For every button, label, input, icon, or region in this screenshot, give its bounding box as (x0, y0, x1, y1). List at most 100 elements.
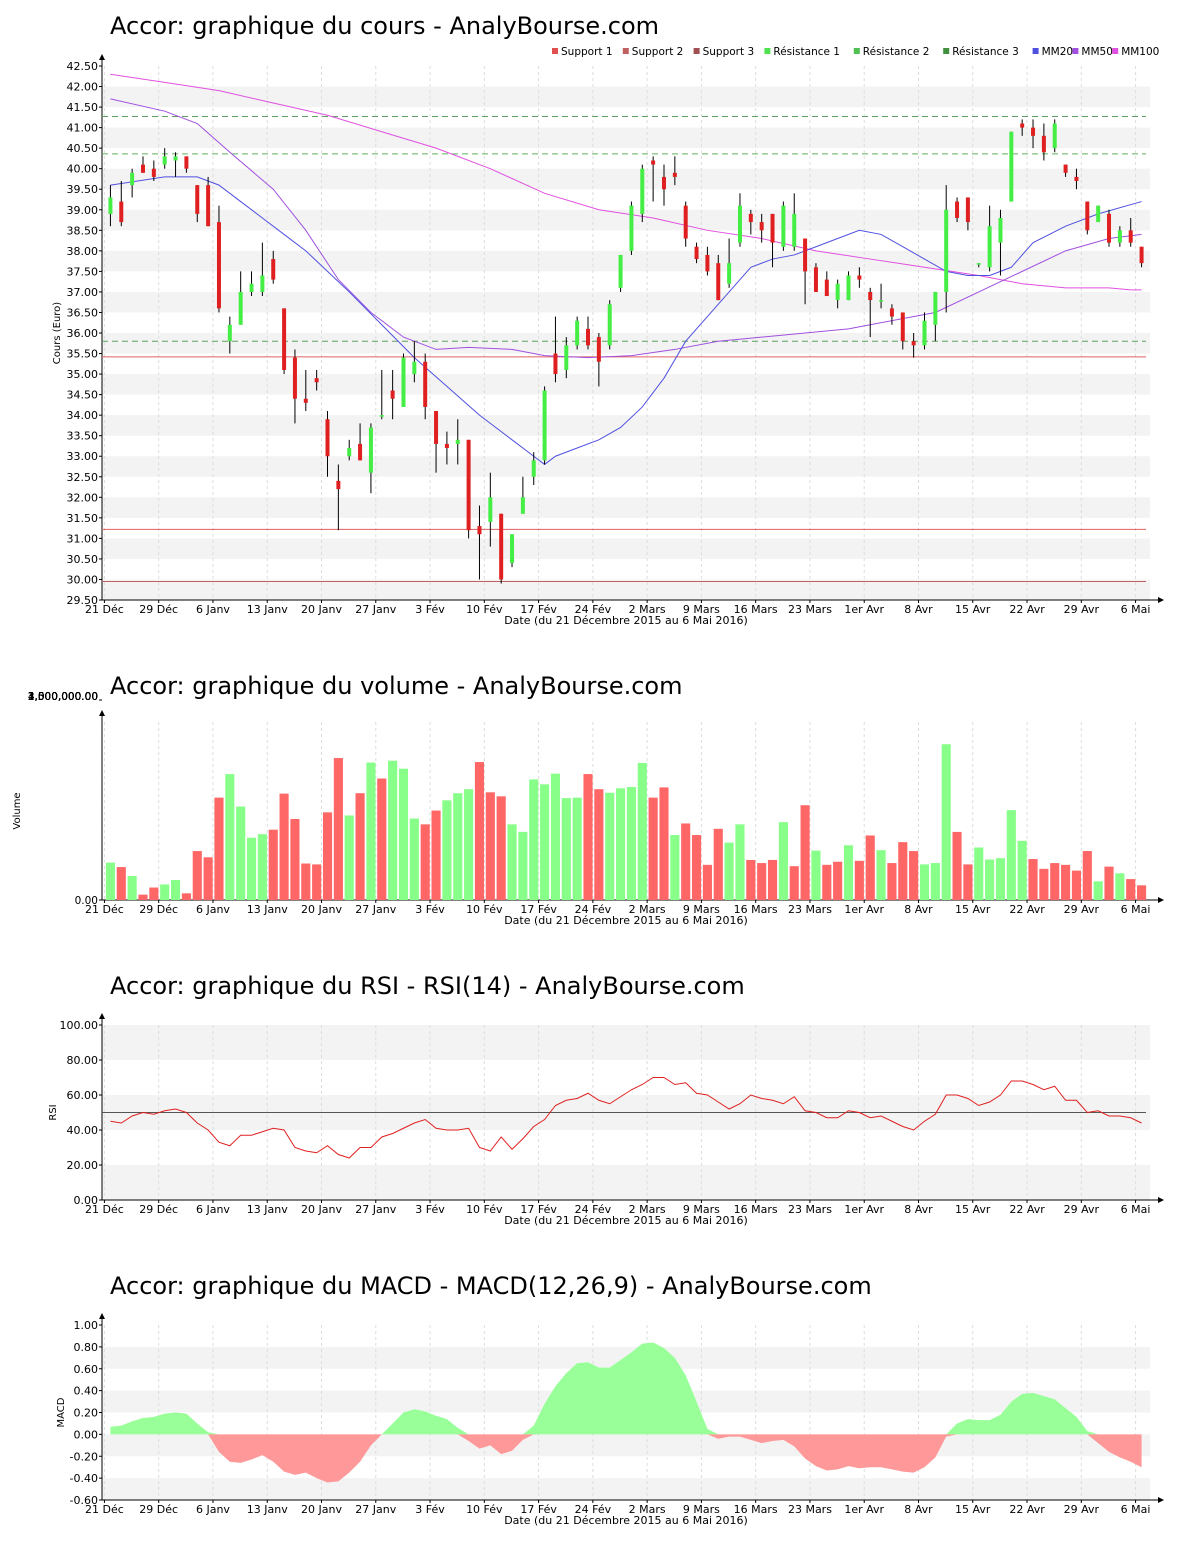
volume-bar (702, 864, 712, 900)
x-tick-label: 8 Avr (904, 1503, 933, 1516)
candle (488, 472, 493, 547)
y-tick-label: 20.00 (67, 1159, 99, 1172)
volume-bar (127, 875, 137, 900)
volume-bar (496, 796, 506, 900)
candle (1117, 226, 1122, 247)
x-tick-label: 16 Mars (734, 1203, 778, 1216)
volume-bar (865, 835, 875, 900)
candle-body (900, 312, 905, 342)
candle-body (781, 205, 786, 247)
volume-bar (659, 787, 669, 900)
candle (683, 201, 688, 247)
y-axis-arrow (99, 1013, 105, 1019)
volume-bar (236, 806, 246, 900)
candle (640, 164, 645, 223)
candle (412, 341, 417, 383)
candle-body (607, 304, 612, 346)
legend-item: Résistance 1 (764, 46, 840, 58)
x-tick-label: 17 Fév (520, 603, 557, 616)
volume-bar (507, 824, 517, 900)
legend-label: MM50 (1081, 46, 1112, 58)
candle-body (965, 197, 970, 223)
candle (1139, 246, 1144, 268)
candle (1031, 119, 1036, 149)
candle-body (401, 357, 406, 407)
candle-body (455, 439, 460, 444)
candle (271, 250, 276, 284)
x-tick-label: 27 Janv (355, 603, 396, 616)
plot-band (102, 456, 1150, 477)
volume-bar (1126, 879, 1136, 900)
volume-bar (670, 835, 680, 900)
y-axis-label: RSI (48, 1104, 59, 1120)
volume-bar (941, 744, 951, 900)
x-tick-label: 1er Avr (844, 1203, 884, 1216)
legend-swatch (1112, 48, 1119, 54)
y-tick-label: 35.00 (67, 368, 99, 381)
y-axis-arrow (99, 54, 105, 60)
x-axis-label: Date (du 21 Décembre 2015 au 6 Mai 2016) (504, 914, 748, 927)
legend-label: MM20 (1042, 46, 1073, 58)
x-tick-label: 10 Fév (466, 903, 503, 916)
candle-body (510, 534, 515, 564)
x-tick-label: 3 Fév (415, 903, 445, 916)
x-tick-label: 21 Déc (85, 603, 124, 616)
plot-band (102, 168, 1150, 190)
legend-label: MM100 (1121, 46, 1159, 58)
x-tick-label: 20 Janv (301, 1503, 342, 1516)
legend-swatch (943, 48, 950, 54)
price-panel: Accor: graphique du cours - AnalyBourse.… (0, 0, 1200, 640)
x-tick-label: 24 Fév (575, 903, 612, 916)
volume-bar (550, 773, 561, 900)
candle (510, 534, 515, 568)
candle-body (412, 361, 417, 375)
candle (303, 369, 308, 412)
candle (227, 316, 232, 354)
volume-bar (170, 879, 181, 900)
legend-swatch (764, 48, 771, 54)
plot-band (102, 497, 1150, 518)
plot-band (102, 127, 1150, 149)
candle-body (1139, 246, 1144, 264)
rsi-chart: 0.00 20.00 40.00 60.00 80.00 100.00 21 Déc 29 D… (48, 1013, 1164, 1227)
candle-body (1020, 123, 1025, 128)
x-tick-label: 13 Janv (247, 1203, 288, 1216)
volume-bar (963, 864, 973, 900)
volume-bar (757, 863, 767, 900)
candle (216, 205, 221, 313)
volume-bar (181, 893, 191, 900)
x-tick-label: 24 Fév (575, 1203, 612, 1216)
candle (694, 242, 699, 264)
x-tick-label: 27 Janv (355, 1503, 396, 1516)
volume-bar (985, 859, 995, 900)
candle-body (238, 291, 243, 325)
y-tick-label: 39.00 (67, 204, 99, 217)
x-tick-label: 29 Avr (1064, 603, 1100, 616)
x-tick-label: 10 Fév (466, 603, 503, 616)
candle (151, 160, 156, 182)
candle (444, 431, 449, 465)
candle-body (976, 263, 981, 265)
candle-body (292, 357, 297, 399)
y-tick-label: 3,500,000.00 (28, 691, 98, 703)
volume-bar (464, 789, 474, 900)
candle (1128, 217, 1133, 247)
plot-band (102, 374, 1150, 395)
volume-bar (605, 792, 615, 900)
mm100-line (110, 73, 1142, 291)
rsi-line (110, 1077, 1142, 1159)
volume-bar (160, 884, 170, 900)
candle-body (1128, 230, 1133, 243)
y-tick-label: 0.60 (74, 1363, 99, 1376)
price-chart: 29.50 30.00 30.50 31.00 31.50 32.00 32.50 33.00… (52, 46, 1164, 627)
volume-bar (746, 859, 756, 900)
volume-bar (333, 758, 343, 900)
candle-body (477, 526, 482, 535)
volume-bar (420, 824, 430, 900)
volume-chart: 0.00 500,000.001,000,000.001,500,000.002,… (12, 691, 1164, 927)
volume-bar (626, 786, 636, 900)
candle-body (998, 217, 1003, 243)
candle (119, 181, 124, 227)
legend-swatch (853, 48, 860, 54)
volume-bar (876, 850, 886, 900)
